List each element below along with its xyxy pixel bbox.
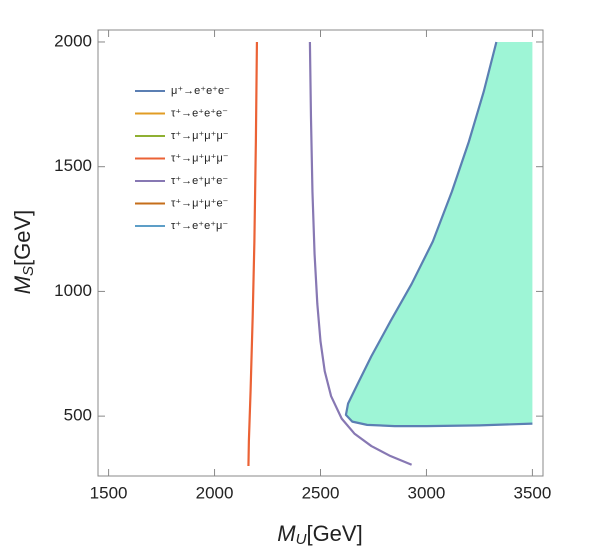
legend-label: τ⁺→e⁺e⁺e⁻	[171, 107, 228, 119]
legend-label: τ⁺→μ⁺μ⁺μ⁻	[171, 130, 229, 142]
x-tick-label: 3500	[513, 483, 551, 502]
curve	[344, 41, 533, 428]
y-tick-label: 1500	[54, 156, 92, 175]
x-axis-label: MU[GeV]	[277, 521, 362, 548]
y-label-unit: [GeV]	[10, 210, 35, 266]
y-tick-label: 2000	[54, 31, 92, 50]
x-label-unit: [GeV]	[306, 521, 362, 546]
legend-label: μ⁺→e⁺e⁺e⁻	[171, 85, 230, 97]
excluded-region	[345, 41, 533, 427]
y-tick-label: 1000	[54, 281, 92, 300]
y-label-symbol: M	[10, 275, 35, 294]
curve	[308, 41, 413, 466]
x-tick-label: 1500	[90, 483, 128, 502]
legend-label: τ⁺→μ⁺μ⁺e⁻	[171, 197, 229, 209]
y-axis-label: MS[GeV]	[10, 210, 37, 295]
x-label-symbol: M	[277, 521, 296, 546]
plot-area	[247, 41, 533, 467]
x-tick-label: 2000	[196, 483, 234, 502]
y-tick-label: 500	[64, 406, 92, 425]
x-tick-label: 3000	[408, 483, 446, 502]
x-label-subscript: U	[296, 531, 307, 548]
y-label-subscript: S	[20, 266, 37, 276]
legend-label: τ⁺→e⁺e⁺μ⁻	[171, 220, 228, 232]
x-tick-label: 2500	[302, 483, 340, 502]
legend-label: τ⁺→e⁺μ⁺e⁻	[171, 175, 228, 187]
legend-label: τ⁺→μ⁺μ⁺μ⁻	[171, 152, 229, 164]
curve	[247, 41, 259, 467]
